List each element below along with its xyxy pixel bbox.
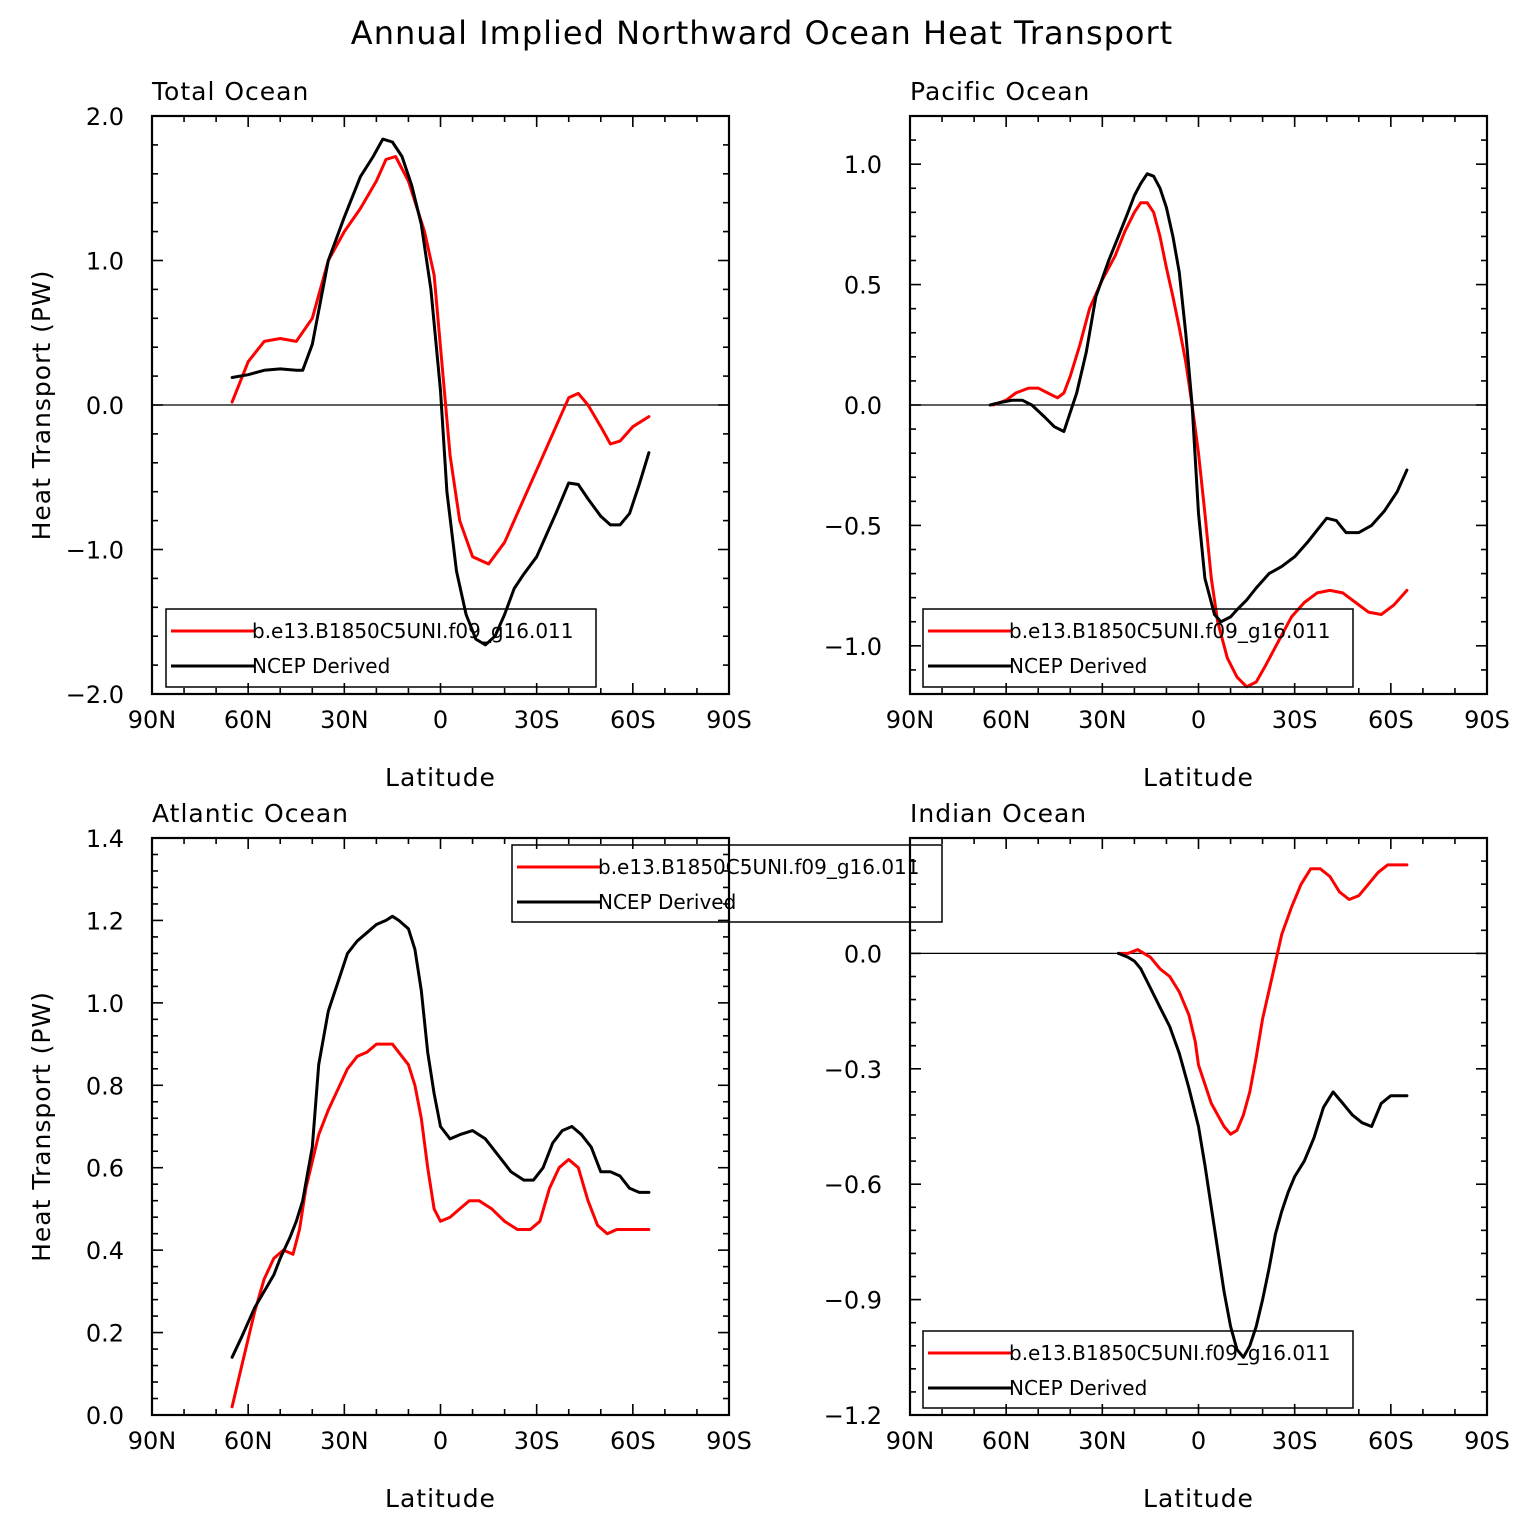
y-tick-label: −2.0 [66, 681, 124, 709]
y-tick-label: 0.5 [844, 272, 882, 300]
x-tick-label: 90S [1464, 1427, 1510, 1455]
y-tick-label: 1.0 [86, 248, 124, 276]
x-tick-label: 60N [982, 1427, 1031, 1455]
y-tick-label: 0.6 [86, 1155, 124, 1183]
legend-box [165, 608, 597, 688]
legend-label-ncep: NCEP Derived [252, 654, 390, 678]
x-tick-label: 90S [706, 1427, 752, 1455]
y-tick-label: 0.0 [844, 392, 882, 420]
y-tick-label: −0.9 [824, 1287, 882, 1315]
x-tick-label: 90N [128, 1427, 177, 1455]
x-tick-label: 30S [1272, 1427, 1318, 1455]
series-line-model [1116, 863, 1409, 1136]
x-tick-label: 90S [1464, 706, 1510, 734]
y-tick-label: 0.2 [86, 1320, 124, 1348]
series-line-model [230, 1042, 651, 1409]
legend-box [922, 608, 1354, 688]
x-tick-label: 30N [1078, 706, 1127, 734]
x-tick-label: 30S [514, 706, 560, 734]
y-tick-label: 1.2 [86, 907, 124, 935]
legend-label-model: b.e13.B1850C5UNI.f09_g16.011 [1009, 1341, 1331, 1365]
series-line-ncep [988, 172, 1409, 624]
y-tick-label: −1.0 [66, 537, 124, 565]
x-axis-label: Latitude [1143, 763, 1254, 792]
x-tick-label: 0 [1191, 1427, 1206, 1455]
panel-title: Atlantic Ocean [152, 799, 349, 828]
x-tick-label: 0 [433, 1427, 448, 1455]
series-line-model [230, 155, 651, 566]
x-tick-label: 60N [224, 1427, 273, 1455]
x-tick-label: 30N [320, 706, 369, 734]
x-tick-label: 60N [224, 706, 273, 734]
panel-title: Indian Ocean [910, 799, 1087, 828]
legend-box [922, 1330, 1354, 1409]
panel-1: 90N 60N 30N 0 30S 60S 90S −2.0 −1.0 0.0 1.0 2.0 Tota… [27, 77, 752, 792]
x-tick-label: 30N [320, 1427, 369, 1455]
y-tick-label: 0.0 [86, 392, 124, 420]
series-line-ncep [230, 137, 651, 647]
x-tick-label: 90N [886, 706, 935, 734]
y-axis-label: Heat Transport (PW) [27, 991, 56, 1262]
y-tick-label: −0.3 [824, 1056, 882, 1084]
panel-4: 90N 60N 30N 0 30S 60S 90S −1.2 −0.9 −0.6 −0.3 0.0 In… [824, 799, 1510, 1513]
y-tick-label: 1.0 [86, 990, 124, 1018]
legend: b.e13.B1850C5UNI.f09_g16.011 NCEP Derived [922, 1330, 1354, 1409]
legend-label-model: b.e13.B1850C5UNI.f09_g16.011 [252, 619, 574, 643]
x-tick-label: 60S [1368, 1427, 1414, 1455]
panel-title: Total Ocean [151, 77, 309, 106]
legend-label-ncep: NCEP Derived [1009, 654, 1147, 678]
y-tick-label: 1.4 [86, 825, 124, 853]
legend-label-ncep: NCEP Derived [1009, 1376, 1147, 1400]
y-tick-label: 0.8 [86, 1072, 124, 1100]
y-axis-label: Heat Transport (PW) [27, 270, 56, 541]
x-tick-label: 60S [1368, 706, 1414, 734]
legend-box [511, 844, 943, 923]
x-axis-label: Latitude [385, 763, 496, 792]
y-tick-label: 2.0 [86, 103, 124, 131]
x-tick-label: 60N [982, 706, 1031, 734]
panel-title: Pacific Ocean [910, 77, 1090, 106]
x-tick-label: 0 [1191, 706, 1206, 734]
x-tick-label: 30N [1078, 1427, 1127, 1455]
x-tick-label: 90S [706, 706, 752, 734]
y-tick-label: −1.2 [824, 1402, 882, 1430]
series-line-ncep [230, 914, 651, 1359]
x-tick-label: 30S [514, 1427, 560, 1455]
panel-3: 90N 60N 30N 0 30S 60S 90S 0.0 0.2 0.4 0.6 0.8 1.0 1.2… [27, 799, 943, 1513]
y-tick-label: 0.4 [86, 1237, 124, 1265]
x-axis-label: Latitude [1143, 1484, 1254, 1513]
x-tick-label: 60S [610, 1427, 656, 1455]
y-tick-label: −0.6 [824, 1171, 882, 1199]
panel-2: 90N 60N 30N 0 30S 60S 90S −1.0 −0.5 0.0 0.5 1.0 Paci… [824, 77, 1510, 792]
x-tick-label: 30S [1272, 706, 1318, 734]
series-line-model [991, 201, 1409, 689]
legend-label-ncep: NCEP Derived [598, 890, 736, 914]
x-axis-label: Latitude [385, 1484, 496, 1513]
series-line-ncep [1116, 951, 1409, 1359]
figure-title: Annual Implied Northward Ocean Heat Tran… [351, 14, 1173, 52]
y-tick-label: −1.0 [824, 633, 882, 661]
x-tick-label: 0 [433, 706, 448, 734]
legend: b.e13.B1850C5UNI.f09_g16.011 NCEP Derived [511, 844, 943, 923]
legend-label-model: b.e13.B1850C5UNI.f09_g16.011 [1009, 619, 1331, 643]
x-tick-label: 90N [128, 706, 177, 734]
legend-label-model: b.e13.B1850C5UNI.f09_g16.011 [598, 855, 920, 879]
y-tick-label: 0.0 [844, 940, 882, 968]
x-tick-label: 60S [610, 706, 656, 734]
legend: b.e13.B1850C5UNI.f09_g16.011 NCEP Derived [165, 608, 597, 688]
legend: b.e13.B1850C5UNI.f09_g16.011 NCEP Derived [922, 608, 1354, 688]
y-tick-label: 0.0 [86, 1402, 124, 1430]
y-tick-label: −0.5 [824, 512, 882, 540]
x-tick-label: 90N [886, 1427, 935, 1455]
y-tick-label: 1.0 [844, 151, 882, 179]
